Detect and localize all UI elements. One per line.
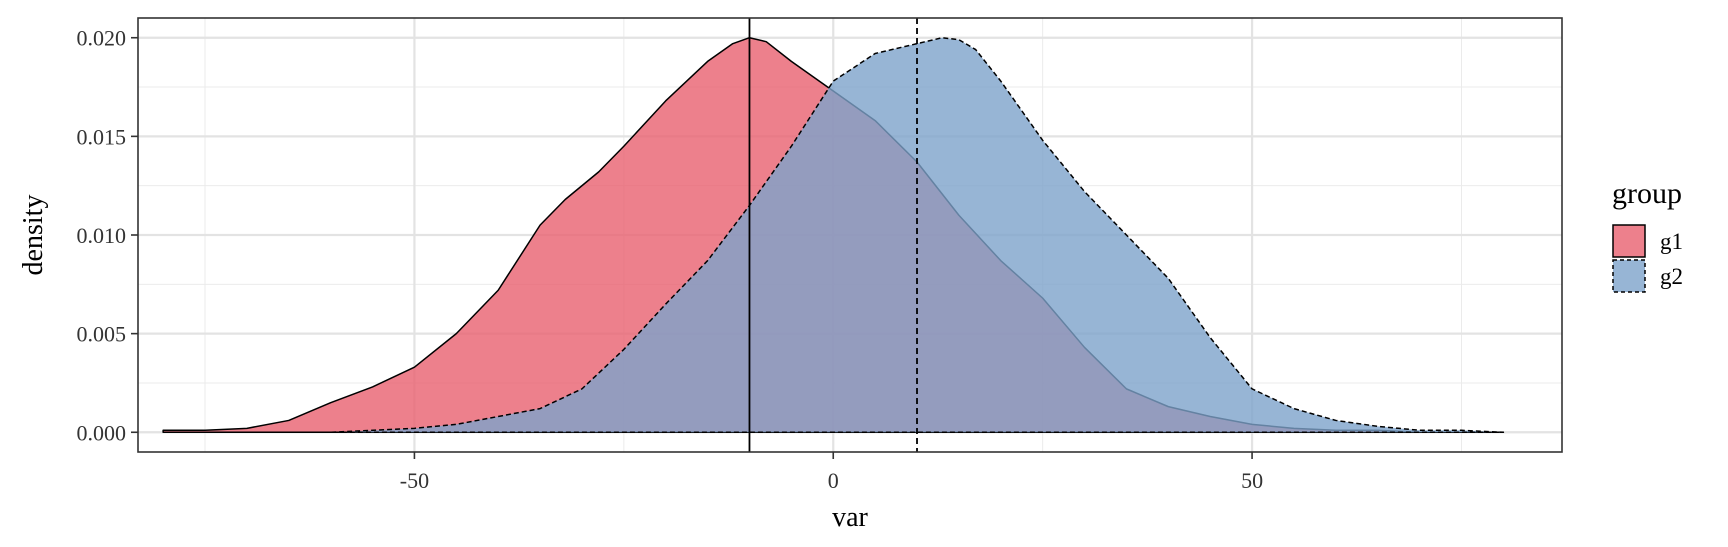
legend-item-g2: g2: [1612, 259, 1683, 293]
y-tick-label: 0.010: [77, 223, 127, 248]
x-tick-label: 0: [828, 468, 839, 493]
y-tick-label: 0.005: [77, 322, 127, 347]
legend-swatch-g1: [1612, 224, 1646, 258]
legend-swatch-g2: [1612, 259, 1646, 293]
legend-title: group: [1612, 177, 1682, 210]
y-tick-label: 0.015: [77, 124, 127, 149]
legend-label-g2: g2: [1660, 264, 1683, 289]
legend-item-g1: g1: [1612, 224, 1683, 258]
x-tick-label: -50: [400, 468, 429, 493]
y-tick-label: 0.020: [77, 26, 127, 51]
x-axis: -50 0 50: [400, 452, 1263, 493]
density-areas: [162, 36, 1505, 434]
legend: group g1 g2: [1612, 177, 1683, 293]
y-axis-title: density: [18, 195, 49, 276]
mean-lines: [748, 18, 918, 452]
legend-label-g1: g1: [1660, 229, 1683, 254]
y-axis: 0.000 0.005 0.010 0.015 0.020: [77, 26, 138, 445]
density-area-g2: [162, 36, 1505, 434]
x-tick-label: 50: [1241, 468, 1263, 493]
x-axis-title: var: [832, 502, 868, 533]
y-tick-label: 0.000: [77, 420, 127, 445]
